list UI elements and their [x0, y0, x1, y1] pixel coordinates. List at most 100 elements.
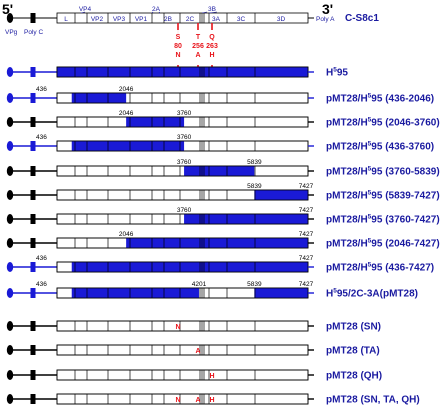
polyc-icon	[30, 141, 36, 151]
h5-segment	[126, 238, 309, 248]
polyc-icon	[30, 190, 36, 200]
polyc-icon	[30, 117, 36, 127]
vpg-icon	[6, 238, 14, 248]
construct-row: 436 7427 pMT28/H595 (436-7427)	[6, 255, 434, 274]
construct-label: pMT28 (TA)	[326, 346, 380, 357]
position-label: 7427	[299, 255, 314, 262]
h5-segment	[254, 190, 308, 200]
mutation-mark: A	[195, 397, 200, 404]
position-label: 7427	[299, 207, 314, 214]
polyc-icon	[30, 394, 36, 404]
mutation-mark: N	[175, 324, 180, 331]
mutation-text: Q	[209, 34, 215, 41]
vpg-icon	[6, 141, 14, 151]
polyc-icon	[30, 13, 36, 23]
construct-row: 5839 7427 pMT28/H595 (5839-7427)	[6, 183, 440, 202]
position-label: 436	[36, 86, 47, 93]
polyc-label: Poly C	[24, 29, 43, 36]
position-label: 436	[36, 255, 47, 262]
vpg-icon	[6, 370, 14, 380]
position-label: 436	[36, 281, 47, 288]
polyc-icon	[30, 238, 36, 248]
vpg-icon	[6, 394, 14, 404]
vpg-icon	[6, 262, 14, 272]
h5-segment	[71, 141, 185, 151]
construct-label: H595	[326, 67, 348, 79]
h5-segment	[184, 214, 308, 224]
mutation-mark: H	[209, 397, 214, 404]
position-label: 5839	[247, 159, 262, 166]
five-prime-label: 5'	[2, 1, 13, 17]
h5-segment	[71, 262, 308, 272]
h5-segment	[71, 288, 199, 298]
h5-segment	[254, 288, 308, 298]
mutation-text: 256	[192, 43, 204, 50]
vpg-label: VPg	[5, 29, 18, 36]
position-label: 3760	[177, 134, 192, 141]
gene-label-vp2: VP2	[91, 16, 104, 23]
vpg-icon	[6, 214, 14, 224]
mutation-mark: A	[195, 348, 200, 355]
polyc-icon	[30, 370, 36, 380]
construct-label: pMT28/H595 (436-3760)	[326, 141, 434, 153]
2a-bracket	[151, 11, 161, 14]
position-label: 7427	[299, 231, 314, 238]
vpg-icon	[6, 288, 14, 298]
construct-row: 436 2046 pMT28/H595 (436-2046)	[6, 86, 434, 105]
orf-box	[56, 320, 309, 332]
polyc-icon	[30, 93, 36, 103]
position-label: 2046	[119, 110, 134, 117]
orf-box	[56, 165, 309, 177]
position-label: 436	[36, 134, 47, 141]
polyc-icon	[30, 321, 36, 331]
construct-label: pMT28 (SN)	[326, 322, 381, 333]
three-prime-label: 3'	[322, 1, 333, 17]
genome-map: VPg Poly C L VP2 VP3 VP1 2B 2C 3A 3C 3D VP4 2A 3B Poly…	[5, 6, 379, 71]
construct-row: 2046 3760 pMT28/H595 (2046-3760)	[6, 110, 440, 129]
polyc-icon	[30, 214, 36, 224]
3b-bracket	[201, 11, 218, 14]
construct-label: pMT28/H595 (5839-7427)	[326, 190, 440, 202]
gene-label-vp4: VP4	[79, 6, 92, 13]
position-label: 3760	[177, 207, 192, 214]
mutation-T256A: T 256 A	[192, 23, 204, 71]
position-label: 4201	[192, 281, 207, 288]
gene-label-2a: 2A	[152, 6, 161, 13]
h5-segment	[126, 117, 185, 127]
mutation-text: H	[209, 52, 214, 59]
gene-label-3b: 3B	[208, 6, 216, 13]
vpg-icon	[6, 13, 14, 23]
construct-rows: H595 436 2046 pMT28/H595 (436-2046) 2046 3760…	[6, 67, 440, 406]
gene-label-2c: 2C	[186, 16, 195, 23]
position-label: 3760	[177, 110, 192, 117]
construct-row: 3760 5839 pMT28/H595 (3760-5839)	[6, 159, 440, 178]
construct-label: pMT28/H595 (3760-5839)	[326, 166, 440, 178]
mutation-mark: H	[209, 373, 214, 380]
orf-box	[56, 393, 309, 405]
construct-label: pMT28/H595 (3760-7427)	[326, 214, 440, 226]
construct-label: H595/2C-3A(pMT28)	[326, 288, 418, 300]
polyc-icon	[30, 166, 36, 176]
vpg-icon	[6, 345, 14, 355]
mutation-text: 80	[174, 43, 182, 50]
mutation-text: A	[195, 52, 200, 59]
mutation-Q263H: Q 263 H	[206, 23, 218, 71]
polya-label: Poly A	[316, 16, 335, 23]
gene-label-l: L	[64, 16, 68, 23]
vpg-icon	[6, 67, 14, 77]
gene-label-2b: 2B	[164, 16, 172, 23]
polyc-icon	[30, 288, 36, 298]
construct-row: 3760 7427 pMT28/H595 (3760-7427)	[6, 207, 440, 226]
construct-label: pMT28/H595 (436-7427)	[326, 262, 434, 274]
vpg-icon	[6, 190, 14, 200]
h5-segment	[71, 93, 127, 103]
position-label: 5839	[247, 183, 262, 190]
construct-row: 436 4201 5839 7427 H595/2C-3A(pMT28)	[6, 281, 418, 300]
gene-label-vp1: VP1	[135, 16, 148, 23]
vpg-icon	[6, 93, 14, 103]
position-label: 7427	[299, 183, 314, 190]
